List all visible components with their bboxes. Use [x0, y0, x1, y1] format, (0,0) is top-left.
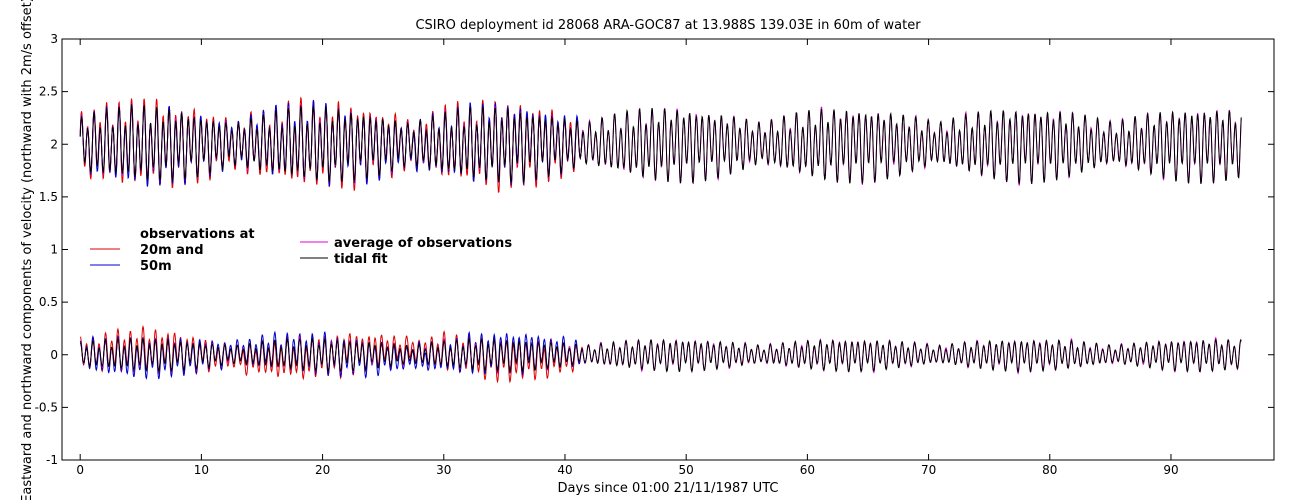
y-tick-label: 0.5 — [39, 295, 58, 309]
y-tick-label: 0 — [50, 348, 58, 362]
y-tick-label: 2.5 — [39, 85, 58, 99]
x-tick-label: 90 — [1163, 463, 1178, 477]
y-tick-label: 3 — [50, 32, 58, 46]
x-tick-label: 40 — [557, 463, 572, 477]
legend: observations at 20m and 50m average of o… — [90, 227, 512, 274]
ticks-layer: 0 10 20 30 40 50 60 70 80 90 -1 -0.5 0 0.5 1 1.5 2 2.5 3 — [35, 32, 1274, 477]
x-tick-label: 30 — [436, 463, 451, 477]
y-tick-label: 1.5 — [39, 190, 58, 204]
y-tick-label: -1 — [46, 453, 58, 467]
y-tick-label: 1 — [50, 243, 58, 257]
legend-label-tidal-fit: tidal fit — [334, 252, 388, 267]
legend-heading: observations at — [140, 227, 255, 242]
x-tick-label: 10 — [194, 463, 209, 477]
x-tick-label: 20 — [315, 463, 330, 477]
y-axis-label: Eastward and northward components of vel… — [20, 0, 35, 500]
x-tick-label: 60 — [800, 463, 815, 477]
x-tick-label: 80 — [1042, 463, 1057, 477]
x-tick-label: 0 — [76, 463, 84, 477]
y-tick-label: 2 — [50, 137, 58, 151]
legend-label-20m: 20m and — [140, 243, 204, 258]
series-layer — [79, 96, 1242, 384]
y-tick-label: -0.5 — [35, 400, 58, 414]
series-line — [79, 337, 1242, 374]
x-axis-label: Days since 01:00 21/11/1987 UTC — [558, 481, 779, 496]
series-line — [79, 103, 1242, 185]
x-tick-label: 70 — [921, 463, 936, 477]
legend-label-50m: 50m — [140, 259, 172, 274]
legend-label-average: average of observations — [334, 236, 512, 251]
chart-title: CSIRO deployment id 28068 ARA-GOC87 at 1… — [415, 18, 921, 33]
x-tick-label: 50 — [679, 463, 694, 477]
